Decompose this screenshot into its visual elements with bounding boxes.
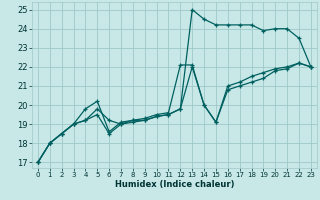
X-axis label: Humidex (Indice chaleur): Humidex (Indice chaleur) <box>115 180 234 189</box>
